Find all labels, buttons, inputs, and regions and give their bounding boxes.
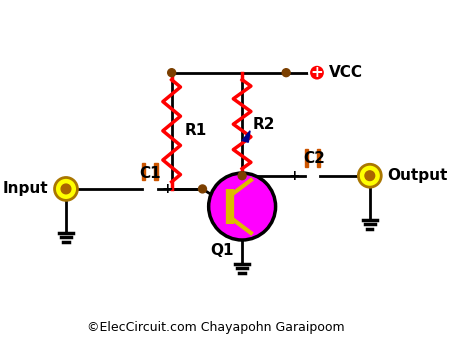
Circle shape (365, 171, 375, 181)
Text: VCC: VCC (329, 65, 363, 80)
Circle shape (309, 65, 325, 81)
Text: +: + (288, 169, 300, 183)
Text: C1: C1 (139, 165, 161, 181)
Text: Q1: Q1 (211, 243, 234, 258)
Circle shape (61, 184, 71, 194)
Text: R2: R2 (253, 117, 275, 132)
Circle shape (198, 185, 207, 193)
Text: C2: C2 (303, 151, 325, 165)
Circle shape (54, 177, 77, 201)
Circle shape (358, 164, 381, 187)
Text: Output: Output (387, 168, 448, 183)
Text: +: + (310, 65, 324, 80)
Circle shape (282, 69, 290, 77)
Circle shape (209, 173, 275, 240)
Circle shape (168, 69, 176, 77)
Circle shape (238, 172, 246, 180)
Text: Input: Input (3, 181, 48, 197)
Polygon shape (242, 131, 250, 142)
Bar (154, 163, 157, 180)
Text: ©ElecCircuit.com Chayapohn Garaipoom: ©ElecCircuit.com Chayapohn Garaipoom (87, 321, 345, 334)
Text: R1: R1 (185, 123, 207, 138)
Bar (317, 149, 320, 167)
Bar (305, 149, 308, 167)
Text: +: + (162, 182, 174, 196)
Bar (142, 163, 145, 180)
